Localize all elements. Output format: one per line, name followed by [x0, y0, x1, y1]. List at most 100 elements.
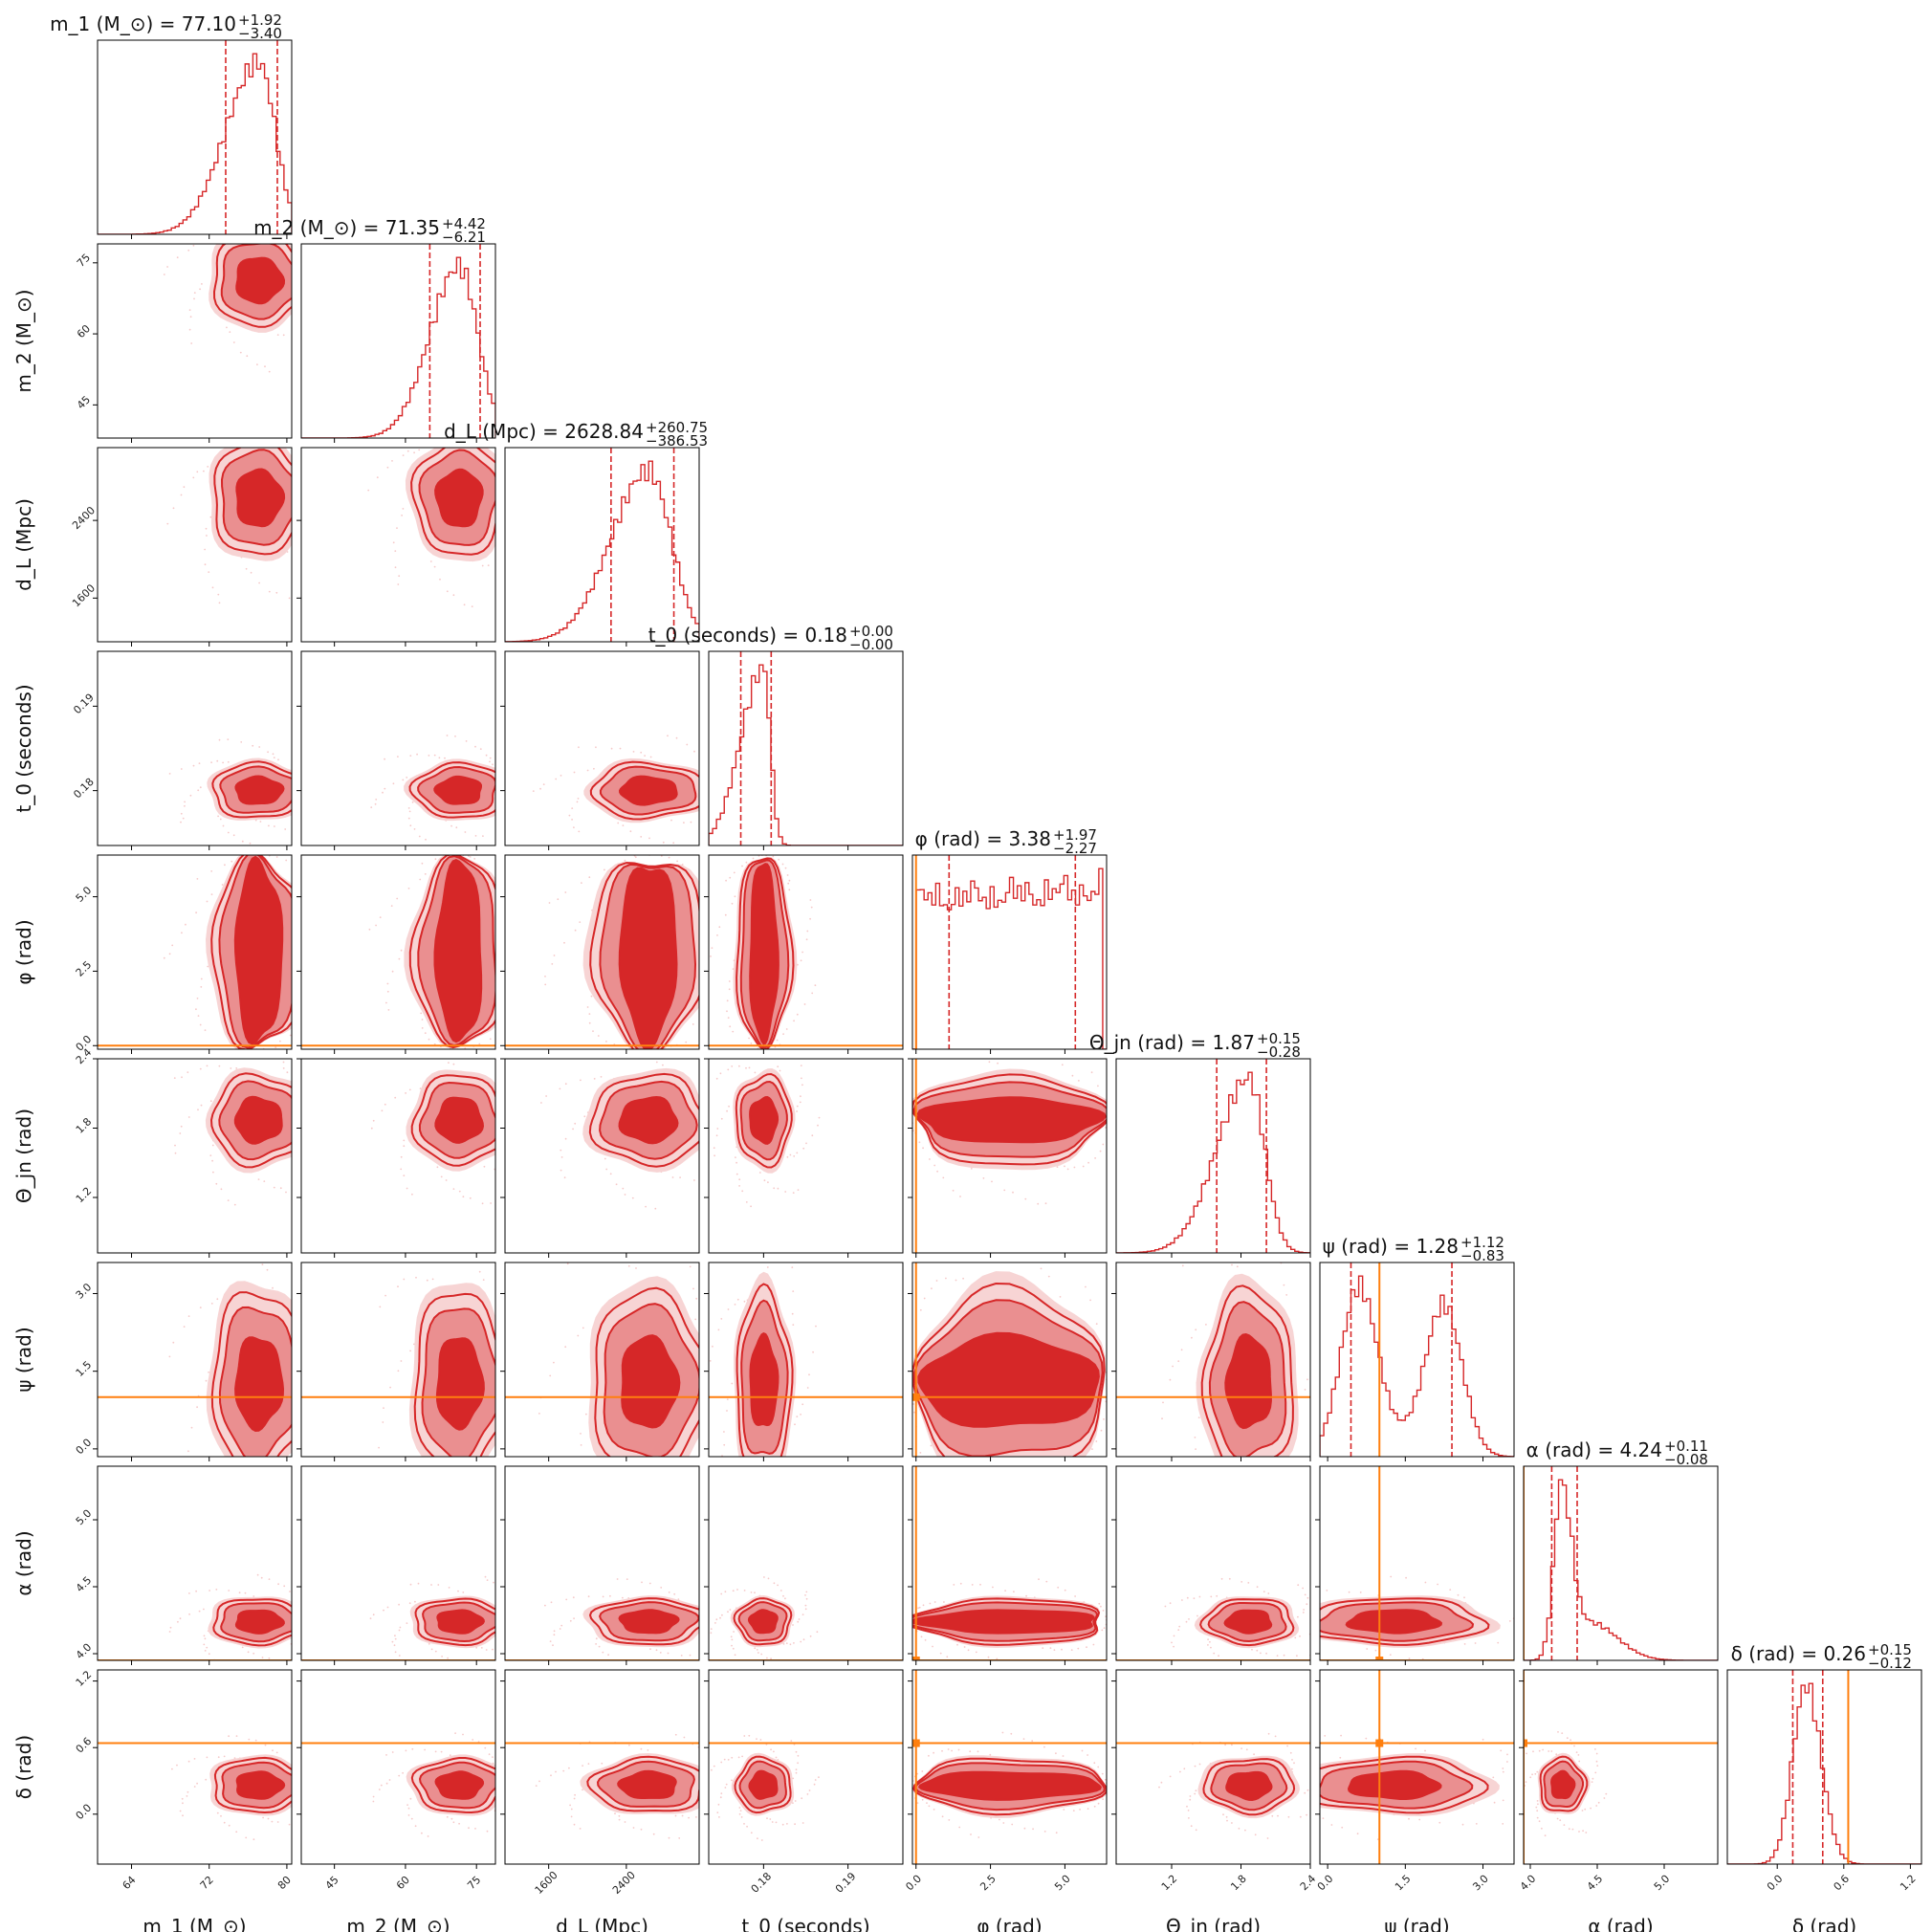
- contour-1sigma: [912, 1609, 1095, 1635]
- sample-point: [635, 1267, 637, 1269]
- sample-point: [615, 1183, 618, 1186]
- sample-point: [540, 1153, 542, 1154]
- contour-1sigma: [621, 1334, 681, 1429]
- sample-point: [427, 1835, 429, 1837]
- y-tick-label: 4.5: [74, 1574, 95, 1595]
- sample-point: [674, 1814, 677, 1817]
- sample-point: [1171, 1641, 1173, 1644]
- sample-point: [1306, 1596, 1309, 1599]
- sample-point: [1506, 1753, 1508, 1756]
- sample-point: [733, 1631, 735, 1633]
- sample-point: [398, 1655, 401, 1657]
- sample-point: [933, 1601, 936, 1603]
- sample-point: [778, 858, 780, 861]
- sample-point: [520, 781, 522, 783]
- x-axis-label-m-2-m: m_2 (M_⊙): [346, 1915, 450, 1932]
- y-axis-label-rad: δ (rad): [12, 1735, 35, 1799]
- contour-outer-line: [588, 1597, 699, 1646]
- sample-point: [252, 1838, 255, 1841]
- contour-1sigma: [749, 1095, 779, 1145]
- sample-point: [1195, 1448, 1197, 1450]
- sample-point: [190, 342, 193, 344]
- sample-point: [369, 1617, 372, 1619]
- sample-point: [540, 1641, 542, 1643]
- sample-point: [712, 1079, 714, 1081]
- sample-point: [332, 933, 334, 934]
- sample-point: [542, 783, 545, 785]
- sample-point: [1055, 1832, 1058, 1834]
- sample-point: [662, 1064, 664, 1066]
- sample-point: [388, 1779, 391, 1781]
- sample-point: [1497, 1641, 1500, 1644]
- sample-point: [809, 899, 812, 901]
- sample-point: [247, 209, 249, 211]
- contour-outer-line: [211, 760, 292, 819]
- panel-title: m_1 (M_⊙) = 77.10: [50, 12, 236, 35]
- sample-point: [792, 1802, 794, 1804]
- sample-point: [582, 1480, 583, 1482]
- sample-point: [487, 564, 490, 566]
- sample-point: [267, 751, 269, 754]
- sample-point: [1202, 1255, 1204, 1257]
- title-error-minus: −0.83: [1460, 1247, 1504, 1264]
- sample-point: [759, 1739, 762, 1741]
- sample-point: [683, 1243, 685, 1245]
- x-tick-label: 1.2: [1898, 1873, 1919, 1894]
- sample-point: [244, 1592, 247, 1594]
- sample-point: [228, 204, 230, 206]
- title-error-minus: −386.53: [646, 432, 708, 450]
- sample-point: [232, 341, 235, 343]
- sample-point: [781, 863, 784, 866]
- sample-point: [305, 1496, 307, 1498]
- sample-point: [407, 1814, 410, 1816]
- sample-point: [1169, 1378, 1172, 1381]
- sample-point: [197, 1109, 199, 1111]
- sample-point: [452, 1821, 455, 1824]
- sample-point: [702, 1036, 704, 1038]
- sample-point: [579, 1492, 581, 1494]
- contour-t-0-seconds-vs-rad: [704, 1465, 904, 1665]
- sample-point: [527, 763, 529, 765]
- sample-point: [743, 1467, 745, 1469]
- sample-point: [1164, 1605, 1167, 1608]
- sample-point: [743, 1735, 746, 1737]
- sample-point: [705, 1656, 707, 1658]
- sample-point: [695, 1297, 698, 1300]
- sample-point: [560, 1156, 563, 1158]
- sample-point: [1254, 1206, 1256, 1208]
- sample-point: [730, 1636, 733, 1638]
- sample-point: [319, 494, 321, 495]
- sample-point: [239, 351, 242, 354]
- panel-frame: [708, 1262, 904, 1458]
- sample-point: [586, 769, 589, 772]
- sample-point: [777, 1065, 779, 1068]
- sample-point: [719, 1595, 721, 1597]
- sample-point: [225, 1464, 227, 1466]
- y-tick-label: 45: [75, 393, 93, 411]
- sample-point: [300, 210, 302, 212]
- sample-point: [1457, 1593, 1460, 1596]
- sample-point: [314, 1016, 316, 1018]
- sample-point: [1062, 1755, 1065, 1757]
- sample-point: [206, 535, 208, 537]
- x-tick-label: 5.0: [1652, 1873, 1673, 1894]
- sample-point: [744, 1488, 746, 1490]
- sample-point: [711, 1768, 713, 1771]
- sample-point: [331, 434, 333, 436]
- sample-point: [203, 470, 205, 472]
- sample-point: [315, 771, 317, 773]
- sample-point: [1518, 1804, 1520, 1806]
- sample-point: [204, 1650, 207, 1652]
- title-error-plus: +1.97: [1053, 826, 1097, 844]
- sample-point: [346, 1314, 348, 1316]
- sample-point: [181, 1797, 184, 1800]
- title-error-plus: +4.42: [442, 215, 486, 232]
- sample-point: [1463, 1643, 1466, 1645]
- sample-point: [609, 1594, 611, 1597]
- sample-point: [989, 1753, 992, 1756]
- sample-point: [536, 487, 538, 489]
- sample-point: [1198, 1595, 1201, 1598]
- sample-point: [208, 1653, 210, 1656]
- sample-point: [574, 1793, 576, 1796]
- sample-point: [478, 1270, 481, 1273]
